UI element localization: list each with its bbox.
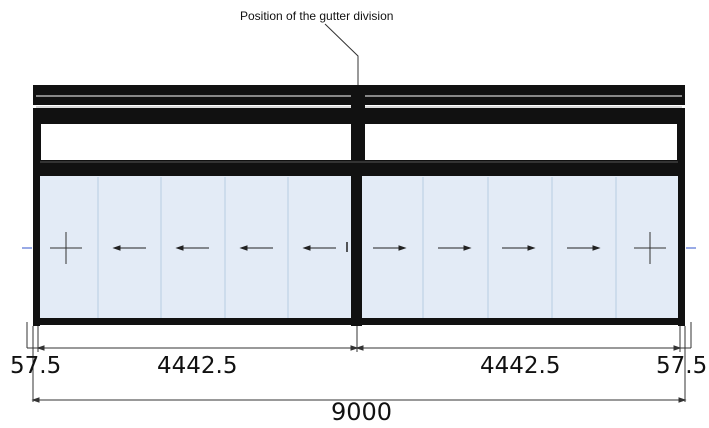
bottom-track: [33, 318, 685, 325]
fixed-panel-right-cross-icon: [634, 232, 666, 264]
left-slide-arrows: [112, 245, 336, 251]
total-dimension-line: [31, 397, 687, 403]
upper-dimension-line: [27, 345, 691, 351]
left-frame: [33, 160, 40, 326]
dimension-right-offset: 57.5: [656, 353, 707, 379]
right-frame: [678, 160, 685, 326]
fixed-panel-left-cross-icon: [50, 232, 82, 264]
dimension-left-span: 4442.5: [157, 353, 237, 379]
left-panel-dividers: [97, 177, 289, 319]
dimension-left-offset: 57.5: [10, 353, 61, 379]
dimension-total: 9000: [331, 398, 392, 426]
right-slide-arrows: [373, 245, 601, 251]
center-mullion: [351, 170, 362, 326]
dimension-extension-lines: [26, 322, 692, 402]
gutter-division-callout: Position of the gutter division: [240, 9, 393, 23]
right-panel-dividers: [422, 177, 617, 319]
header-rail: [33, 160, 685, 176]
right-post: [677, 108, 685, 178]
dimension-right-span: 4442.5: [480, 353, 560, 379]
left-post: [33, 108, 41, 178]
